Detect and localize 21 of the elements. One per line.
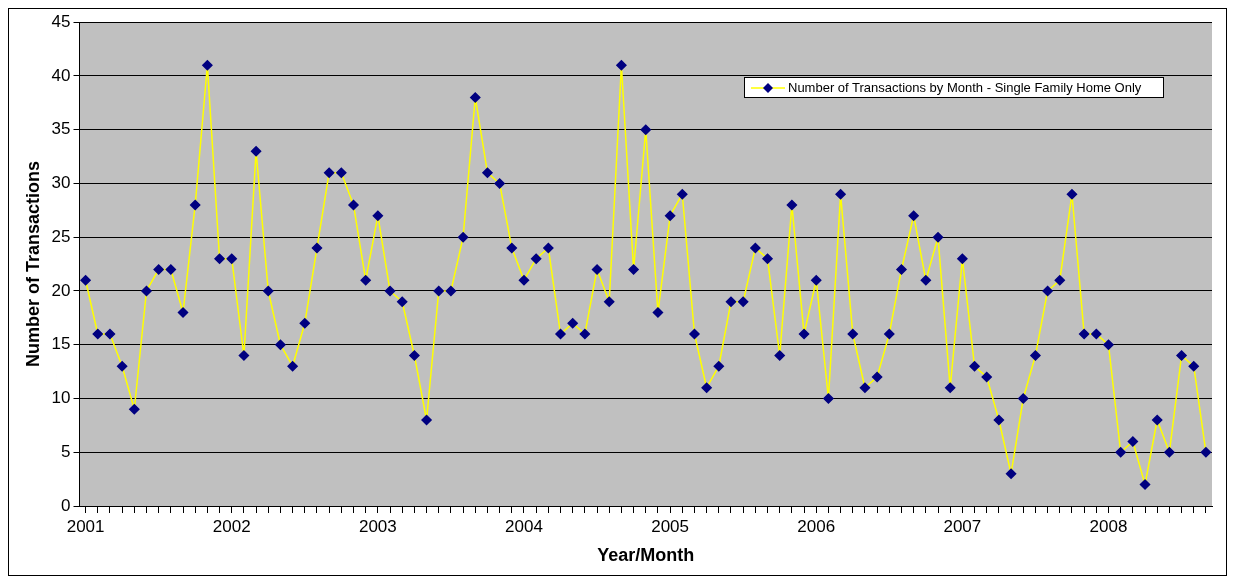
x-tick-label: 2001 [66, 516, 105, 536]
y-tick-label: 15 [51, 334, 71, 354]
x-axis-title: Year/Month [597, 545, 695, 566]
y-tick-label: 35 [51, 119, 71, 139]
x-tick-label: 2002 [212, 516, 251, 536]
y-tick-label: 5 [61, 441, 71, 461]
y-tick-label: 20 [51, 280, 71, 300]
y-tick-label: 30 [51, 173, 71, 193]
x-tick-label: 2006 [797, 516, 836, 536]
x-tick-label: 2005 [651, 516, 690, 536]
x-tick-label: 2007 [943, 516, 982, 536]
x-tick-label: 2008 [1089, 516, 1128, 536]
y-axis-title: Number of Transactions [22, 161, 43, 368]
y-tick-label: 45 [51, 11, 71, 31]
y-tick-label: 40 [51, 65, 71, 85]
x-tick-label: 2003 [358, 516, 397, 536]
y-tick-label: 25 [51, 226, 71, 246]
y-tick-label: 0 [61, 495, 71, 515]
legend-label: Number of Transactions by Month - Single Family Home Only [788, 80, 1142, 95]
x-tick-label: 2004 [505, 516, 543, 536]
y-tick-label: 10 [51, 388, 71, 408]
